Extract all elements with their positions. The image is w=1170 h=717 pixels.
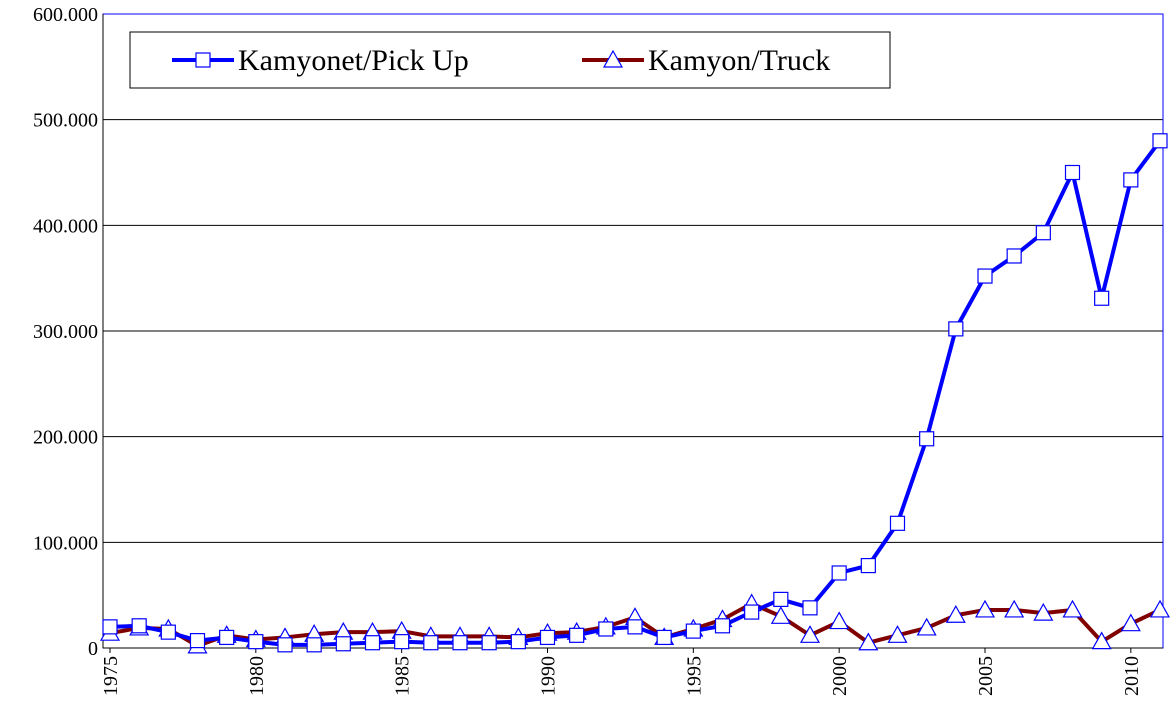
x-tick-label: 1985 xyxy=(392,656,414,696)
point xyxy=(1006,248,1022,264)
point xyxy=(510,634,526,650)
point xyxy=(1035,225,1051,241)
point xyxy=(364,635,381,651)
point xyxy=(1091,631,1112,650)
x-tick-label: 1990 xyxy=(538,656,560,696)
point xyxy=(102,619,118,635)
point xyxy=(394,634,410,650)
legend-label: Kamyon/Truck xyxy=(648,44,830,77)
point xyxy=(1120,613,1141,632)
point xyxy=(977,268,993,284)
point xyxy=(945,605,966,623)
point xyxy=(335,636,351,652)
point xyxy=(1149,599,1170,618)
point xyxy=(598,621,614,637)
y-tick-label: 500.000 xyxy=(33,110,98,132)
legend-marker xyxy=(195,52,211,68)
point xyxy=(160,624,176,640)
x-tick-label: 1980 xyxy=(246,656,268,696)
legend-box xyxy=(129,31,891,89)
point xyxy=(858,632,879,651)
point xyxy=(423,635,439,651)
x-tick-label: 2000 xyxy=(829,656,851,696)
legend-label: Kamyonet/Pick Up xyxy=(238,44,469,77)
point xyxy=(744,604,760,620)
point xyxy=(770,606,791,624)
point xyxy=(887,625,908,643)
point xyxy=(481,635,497,651)
point xyxy=(831,565,847,581)
y-tick-label: 200.000 xyxy=(33,427,98,449)
point xyxy=(452,635,468,651)
point xyxy=(802,600,818,616)
point xyxy=(974,599,996,618)
point xyxy=(306,637,322,653)
y-tick-label: 600.000 xyxy=(33,4,98,26)
x-tick-label: 1995 xyxy=(683,656,705,696)
point xyxy=(685,623,701,639)
point xyxy=(248,634,264,650)
point xyxy=(829,611,850,630)
point xyxy=(860,557,876,574)
point xyxy=(539,629,556,646)
point xyxy=(1064,164,1081,181)
point xyxy=(1004,599,1025,618)
x-tick-label: 2005 xyxy=(975,656,997,696)
point xyxy=(773,591,789,607)
point xyxy=(219,629,235,646)
point xyxy=(1123,172,1139,188)
point xyxy=(948,321,964,337)
point xyxy=(569,627,585,643)
point xyxy=(714,618,731,634)
x-tick-label: 1975 xyxy=(100,656,122,696)
point xyxy=(627,619,643,635)
point xyxy=(1152,133,1168,149)
y-tick-label: 0 xyxy=(88,638,98,660)
point xyxy=(656,629,672,646)
point xyxy=(799,625,821,643)
point xyxy=(919,431,935,447)
point xyxy=(1062,599,1083,618)
x-tick-label: 2010 xyxy=(1121,656,1143,696)
point xyxy=(131,618,147,634)
y-tick-label: 100.000 xyxy=(33,532,98,554)
point xyxy=(1094,290,1110,306)
series-line xyxy=(109,139,1162,647)
legend-marker xyxy=(602,49,624,68)
y-tick-label: 400.000 xyxy=(33,215,98,237)
y-tick-label: 300.000 xyxy=(33,321,98,343)
point xyxy=(916,617,937,636)
point xyxy=(277,637,293,653)
point xyxy=(189,633,206,649)
point xyxy=(889,515,906,531)
point xyxy=(1033,602,1054,621)
